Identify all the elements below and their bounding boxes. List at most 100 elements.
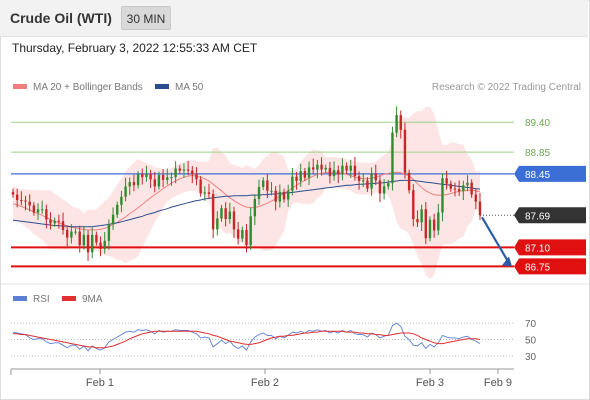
candle-body [353, 165, 357, 177]
candle-body [403, 129, 407, 173]
candle-body [366, 180, 369, 189]
candle-body [291, 176, 294, 191]
candle-body [170, 177, 173, 179]
candle-body [295, 176, 298, 181]
candle-body [470, 182, 473, 195]
candle-body [345, 165, 348, 171]
candle-body [195, 174, 198, 180]
research-credit: Research © 2022 Trading Central [432, 82, 581, 93]
candle-body [453, 188, 457, 190]
candle-body [95, 234, 98, 243]
candle-body [274, 190, 277, 202]
candle-body [286, 190, 290, 200]
candle-body [153, 179, 156, 187]
candle-body [32, 205, 36, 213]
chart-header: Crude Oil (WTI) 30 MIN [0, 0, 588, 37]
candle-body [399, 115, 402, 130]
x-tick-label: Feb 3 [416, 377, 444, 389]
candle-body [316, 164, 319, 170]
candle-body [382, 186, 386, 194]
candle-body [320, 164, 323, 170]
candle-body [391, 132, 394, 184]
candle-body [199, 179, 202, 194]
ma9-legend-swatch [62, 296, 76, 301]
level-label-88.45: 88.45 [525, 170, 550, 181]
rsi-legend-label: RSI [33, 294, 50, 305]
candle-body [437, 212, 440, 231]
candle-body [270, 190, 273, 192]
candle-body [266, 180, 269, 191]
candle-body [224, 208, 227, 220]
candle-body [328, 167, 332, 177]
ma20-line [12, 171, 481, 231]
timeframe-button[interactable]: 30 MIN [121, 6, 171, 30]
candle-body [103, 240, 106, 249]
candle-body [278, 191, 282, 202]
candle-body [20, 200, 23, 202]
candle-body [428, 219, 432, 239]
candle-body [40, 209, 44, 211]
candle-body [241, 229, 244, 239]
candle-body [474, 194, 478, 202]
rsi-tick-30: 30 [525, 352, 537, 363]
candle-body [207, 192, 211, 195]
candle-body [395, 115, 398, 133]
candle-body [462, 185, 465, 192]
level-label-87.10: 87.10 [525, 243, 550, 254]
candle-body [66, 229, 69, 238]
level-tag-87.10 [514, 239, 586, 256]
rsi-tick-50: 50 [525, 336, 537, 347]
level-label-88.85: 88.85 [525, 148, 550, 159]
candle-body [420, 209, 423, 223]
candle-body [441, 178, 444, 213]
candle-body [61, 221, 65, 230]
ma50-legend-label: MA 50 [175, 82, 204, 93]
forecast-arrow-head [502, 256, 512, 267]
candle-body [362, 180, 365, 182]
candle-body [466, 182, 469, 186]
candle-body [45, 209, 48, 220]
candle-body [257, 186, 261, 199]
candle-body [216, 218, 219, 230]
x-tick-label: Feb 9 [484, 377, 512, 389]
level-label-89.40: 89.40 [525, 118, 550, 129]
candle-body [307, 167, 311, 178]
candle-body [332, 170, 336, 177]
candle-body [136, 174, 140, 186]
candle-body [341, 165, 344, 175]
candle-body [228, 211, 232, 220]
candle-body [407, 172, 411, 191]
candle-body [120, 196, 123, 205]
candle-body [432, 219, 436, 231]
candle-body [74, 231, 77, 233]
candle-body [57, 220, 61, 222]
forecast-arrow-shaft [481, 216, 509, 262]
candle-body [357, 176, 361, 181]
candle-body [416, 219, 419, 223]
level-tag-88.45 [514, 165, 586, 182]
ma20-legend-swatch [13, 84, 27, 89]
candle-body [303, 171, 307, 178]
candle-body [49, 219, 52, 224]
candle-body [378, 180, 382, 194]
candle-body [99, 242, 102, 249]
candle-body [203, 192, 207, 194]
rsi-tick-70: 70 [525, 319, 537, 330]
candle-body [245, 229, 248, 246]
candle-body [36, 209, 40, 213]
candle-body [132, 182, 136, 186]
candle-body [253, 198, 257, 217]
candle-body [337, 170, 340, 175]
level-label-86.75: 86.75 [525, 262, 550, 273]
timestamp: Thursday, February 3, 2022 12:55:33 AM C… [12, 41, 258, 55]
candle-body [53, 220, 56, 224]
candle-body [107, 223, 111, 241]
rsi-legend-swatch [13, 296, 27, 301]
candle-body [445, 178, 448, 184]
candle-body [220, 208, 223, 219]
candle-body [449, 183, 453, 189]
candle-body [86, 234, 90, 253]
candle-body [299, 171, 302, 181]
candle-body [82, 234, 86, 246]
